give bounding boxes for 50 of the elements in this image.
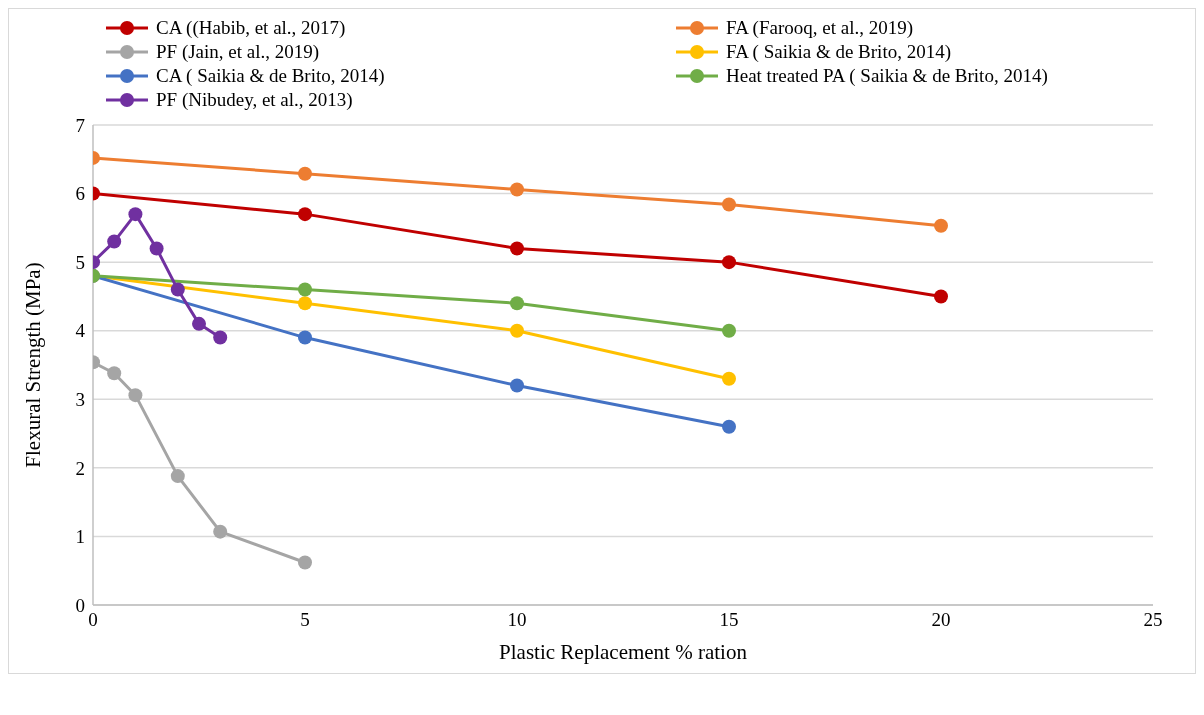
point xyxy=(510,182,524,197)
x-tick-label: 20 xyxy=(931,609,951,631)
point xyxy=(298,207,312,222)
point xyxy=(298,330,312,345)
point xyxy=(934,289,948,304)
y-tick-label: 5 xyxy=(75,251,85,273)
point xyxy=(934,218,948,233)
legend-label: PF (Jain, et al., 2019) xyxy=(156,41,320,63)
point xyxy=(298,296,312,311)
point xyxy=(128,388,143,403)
legend-label: PF (Nibudey, et al., 2013) xyxy=(156,89,353,111)
point xyxy=(213,330,228,345)
x-tick-label: 10 xyxy=(507,609,527,631)
legend-label: Heat treated PA ( Saikia & de Brito, 2014) xyxy=(726,65,1048,87)
x-tick-label: 25 xyxy=(1143,609,1163,631)
point xyxy=(192,316,206,331)
point xyxy=(510,241,524,256)
legend-label: CA ((Habib, et al., 2017) xyxy=(156,17,346,39)
x-axis-title: Plastic Replacement % ration xyxy=(499,640,748,664)
point xyxy=(298,282,312,297)
y-tick-label: 3 xyxy=(75,389,85,411)
point xyxy=(722,419,736,434)
point xyxy=(107,366,122,381)
y-axis-title: Flexural Strength (MPa) xyxy=(21,262,46,468)
legend-label: FA (Farooq, et al., 2019) xyxy=(726,17,913,39)
y-tick-label: 7 xyxy=(75,114,85,136)
point xyxy=(722,255,736,270)
point xyxy=(722,371,736,386)
x-tick-label: 15 xyxy=(719,609,739,631)
point xyxy=(510,378,524,393)
legend-label: CA ( Saikia & de Brito, 2014) xyxy=(156,65,385,87)
point xyxy=(170,282,185,297)
point xyxy=(149,241,164,256)
point xyxy=(213,524,228,539)
x-tick-label: 5 xyxy=(300,609,310,631)
point xyxy=(107,234,122,249)
point xyxy=(128,207,143,222)
point xyxy=(510,296,524,311)
y-tick-label: 2 xyxy=(75,457,85,479)
point xyxy=(510,323,524,338)
point xyxy=(298,555,312,570)
y-tick-label: 1 xyxy=(75,526,85,548)
point xyxy=(722,323,736,338)
y-tick-label: 4 xyxy=(75,320,86,342)
point xyxy=(298,166,312,181)
point xyxy=(170,469,185,484)
y-tick-label: 6 xyxy=(75,183,85,205)
y-tick-label: 0 xyxy=(75,594,85,616)
point xyxy=(722,197,736,212)
legend-label: FA ( Saikia & de Brito, 2014) xyxy=(726,41,951,63)
